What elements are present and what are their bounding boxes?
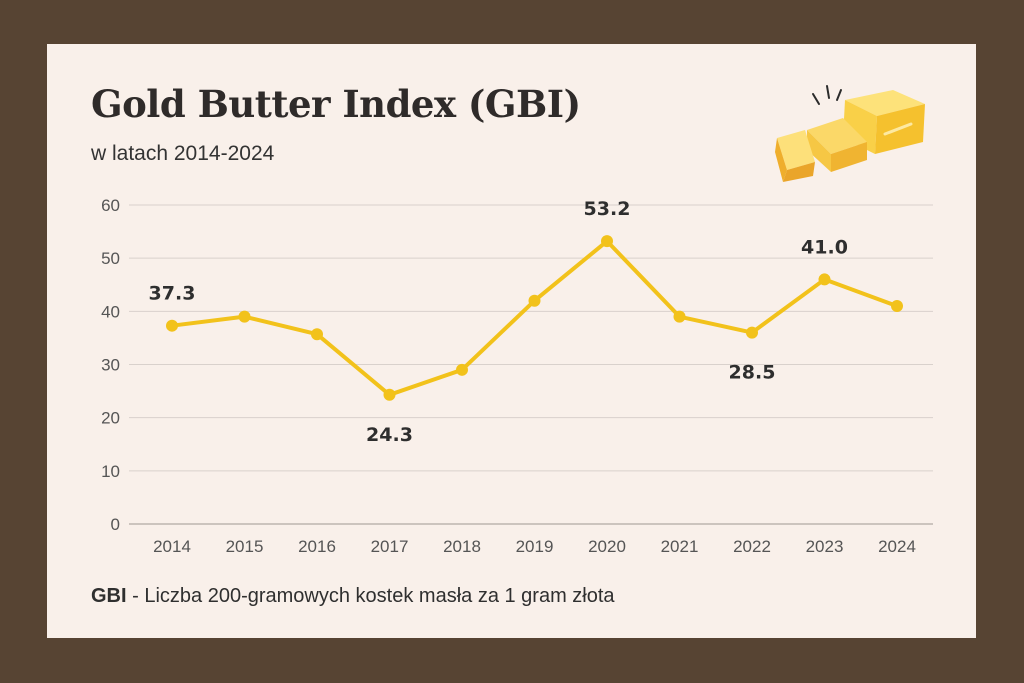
x-tick-label: 2016 [298, 537, 336, 556]
data-point-2019 [528, 294, 541, 307]
data-point-2020 [601, 235, 613, 248]
y-tick-label: 40 [101, 302, 120, 321]
data-points [166, 235, 903, 401]
data-label-2022: 28.5 [729, 362, 776, 384]
x-axis-ticks: 2014 2015 2016 2017 2018 2019 2020 2021 2022 2023… [153, 537, 916, 556]
x-tick-label: 2015 [226, 537, 264, 556]
data-point-2022 [746, 326, 758, 339]
footnote: GBI - Liczba 200-gramowych kostek masła … [91, 585, 615, 608]
x-tick-label: 2024 [878, 537, 916, 556]
y-tick-label: 10 [101, 462, 120, 481]
data-label-2017: 24.3 [366, 424, 413, 446]
y-tick-label: 0 [111, 515, 120, 534]
y-tick-label: 30 [101, 356, 120, 375]
data-point-2017 [383, 388, 396, 401]
data-point-2016 [311, 328, 323, 341]
chart-title: Gold Butter Index (GBI) [91, 82, 581, 126]
x-tick-label: 2020 [588, 537, 626, 556]
data-point-2018 [456, 363, 468, 376]
butter-cubes-icon [775, 85, 925, 182]
y-axis-ticks: 0 10 20 30 40 50 60 [101, 196, 120, 534]
x-tick-label: 2017 [371, 537, 409, 556]
chart-card: Gold Butter Index (GBI) w latach 2014-20… [47, 44, 976, 638]
data-point-2014 [166, 319, 178, 332]
data-label-2023: 41.0 [801, 236, 848, 258]
x-tick-label: 2019 [516, 537, 554, 556]
footnote-abbr: GBI [91, 585, 127, 607]
x-tick-label: 2022 [733, 537, 771, 556]
data-point-2021 [673, 310, 686, 323]
series-line-gbi [170, 239, 899, 397]
y-tick-label: 20 [101, 409, 120, 428]
data-point-2024 [891, 300, 903, 313]
y-tick-label: 60 [101, 196, 120, 215]
data-point-2023 [818, 273, 831, 286]
data-labels: 37.3 24.3 53.2 28.5 41.0 [149, 198, 848, 446]
x-tick-label: 2014 [153, 537, 191, 556]
y-tick-label: 50 [101, 249, 120, 268]
x-tick-label: 2018 [443, 537, 481, 556]
chart-subtitle: w latach 2014-2024 [91, 142, 275, 165]
x-tick-label: 2021 [661, 537, 699, 556]
x-tick-label: 2023 [806, 537, 844, 556]
data-label-2014: 37.3 [149, 283, 196, 305]
footnote-text: - Liczba 200-gramowych kostek masła za 1… [126, 585, 615, 607]
grid-lines [129, 204, 933, 525]
data-point-2015 [238, 310, 251, 323]
data-label-2020: 53.2 [584, 198, 631, 220]
